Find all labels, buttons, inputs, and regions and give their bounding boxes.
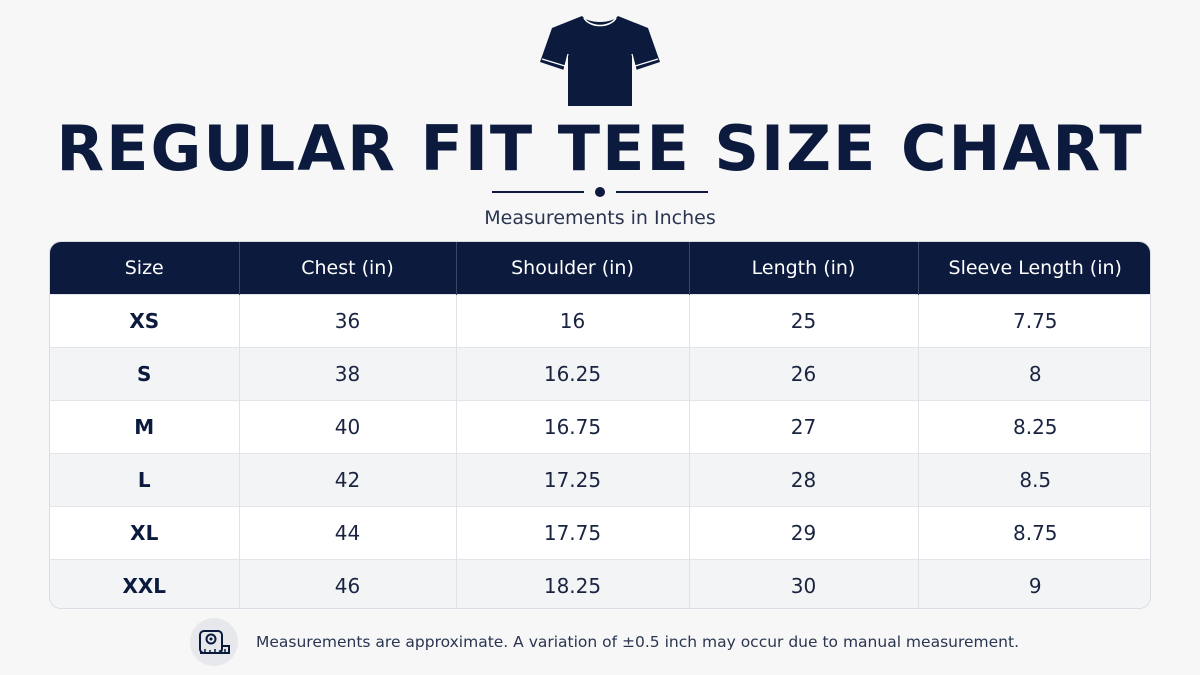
- length-cell: 26: [689, 347, 919, 401]
- column-header-sleeve-length: Sleeve Length (in): [918, 242, 1150, 295]
- shoulder-cell: 17.25: [456, 453, 690, 507]
- size-chart-table: Size Chest (in) Shoulder (in) Length (in…: [49, 241, 1151, 609]
- measuring-tape-badge: [190, 618, 238, 666]
- shoulder-cell: 16.25: [456, 347, 690, 401]
- chest-cell: 46: [239, 559, 457, 608]
- length-cell: 27: [689, 400, 919, 454]
- column-header-size: Size: [50, 242, 240, 295]
- column-header-chest: Chest (in): [239, 242, 457, 295]
- measurement-note: Measurements are approximate. A variatio…: [190, 618, 1019, 666]
- table-row: S 38 16.25 26 8: [50, 347, 1150, 401]
- shoulder-cell: 16: [456, 294, 690, 348]
- size-cell: L: [50, 453, 240, 507]
- shoulder-cell: 18.25: [456, 559, 690, 608]
- shoulder-cell: 17.75: [456, 506, 690, 560]
- length-cell: 30: [689, 559, 919, 608]
- t-shirt-icon: [540, 16, 660, 106]
- chest-cell: 42: [239, 453, 457, 507]
- table-row: L 42 17.25 28 8.5: [50, 453, 1150, 507]
- length-cell: 25: [689, 294, 919, 348]
- sleeve-length-cell: 8: [918, 347, 1150, 401]
- chest-cell: 38: [239, 347, 457, 401]
- shoulder-cell: 16.75: [456, 400, 690, 454]
- chest-cell: 40: [239, 400, 457, 454]
- chest-cell: 44: [239, 506, 457, 560]
- size-cell: M: [50, 400, 240, 454]
- column-header-length: Length (in): [689, 242, 919, 295]
- size-cell: S: [50, 347, 240, 401]
- size-cell: XS: [50, 294, 240, 348]
- page-title: REGULAR FIT TEE SIZE CHART: [56, 112, 1144, 185]
- sleeve-length-cell: 9: [918, 559, 1150, 608]
- table-row: M 40 16.75 27 8.25: [50, 400, 1150, 454]
- title-divider: [492, 187, 708, 197]
- sleeve-length-cell: 7.75: [918, 294, 1150, 348]
- table-row: XXL 46 18.25 30 9: [50, 559, 1150, 608]
- sleeve-length-cell: 8.25: [918, 400, 1150, 454]
- length-cell: 28: [689, 453, 919, 507]
- subtitle: Measurements in Inches: [484, 207, 716, 229]
- table-row: XS 36 16 25 7.75: [50, 294, 1150, 348]
- table-header-row: Size Chest (in) Shoulder (in) Length (in…: [50, 242, 1150, 295]
- column-header-shoulder: Shoulder (in): [456, 242, 690, 295]
- table-row: XL 44 17.75 29 8.75: [50, 506, 1150, 560]
- sleeve-length-cell: 8.75: [918, 506, 1150, 560]
- length-cell: 29: [689, 506, 919, 560]
- note-text: Measurements are approximate. A variatio…: [256, 633, 1019, 651]
- measuring-tape-icon: [199, 630, 230, 654]
- size-cell: XXL: [50, 559, 240, 608]
- sleeve-length-cell: 8.5: [918, 453, 1150, 507]
- size-cell: XL: [50, 506, 240, 560]
- chest-cell: 36: [239, 294, 457, 348]
